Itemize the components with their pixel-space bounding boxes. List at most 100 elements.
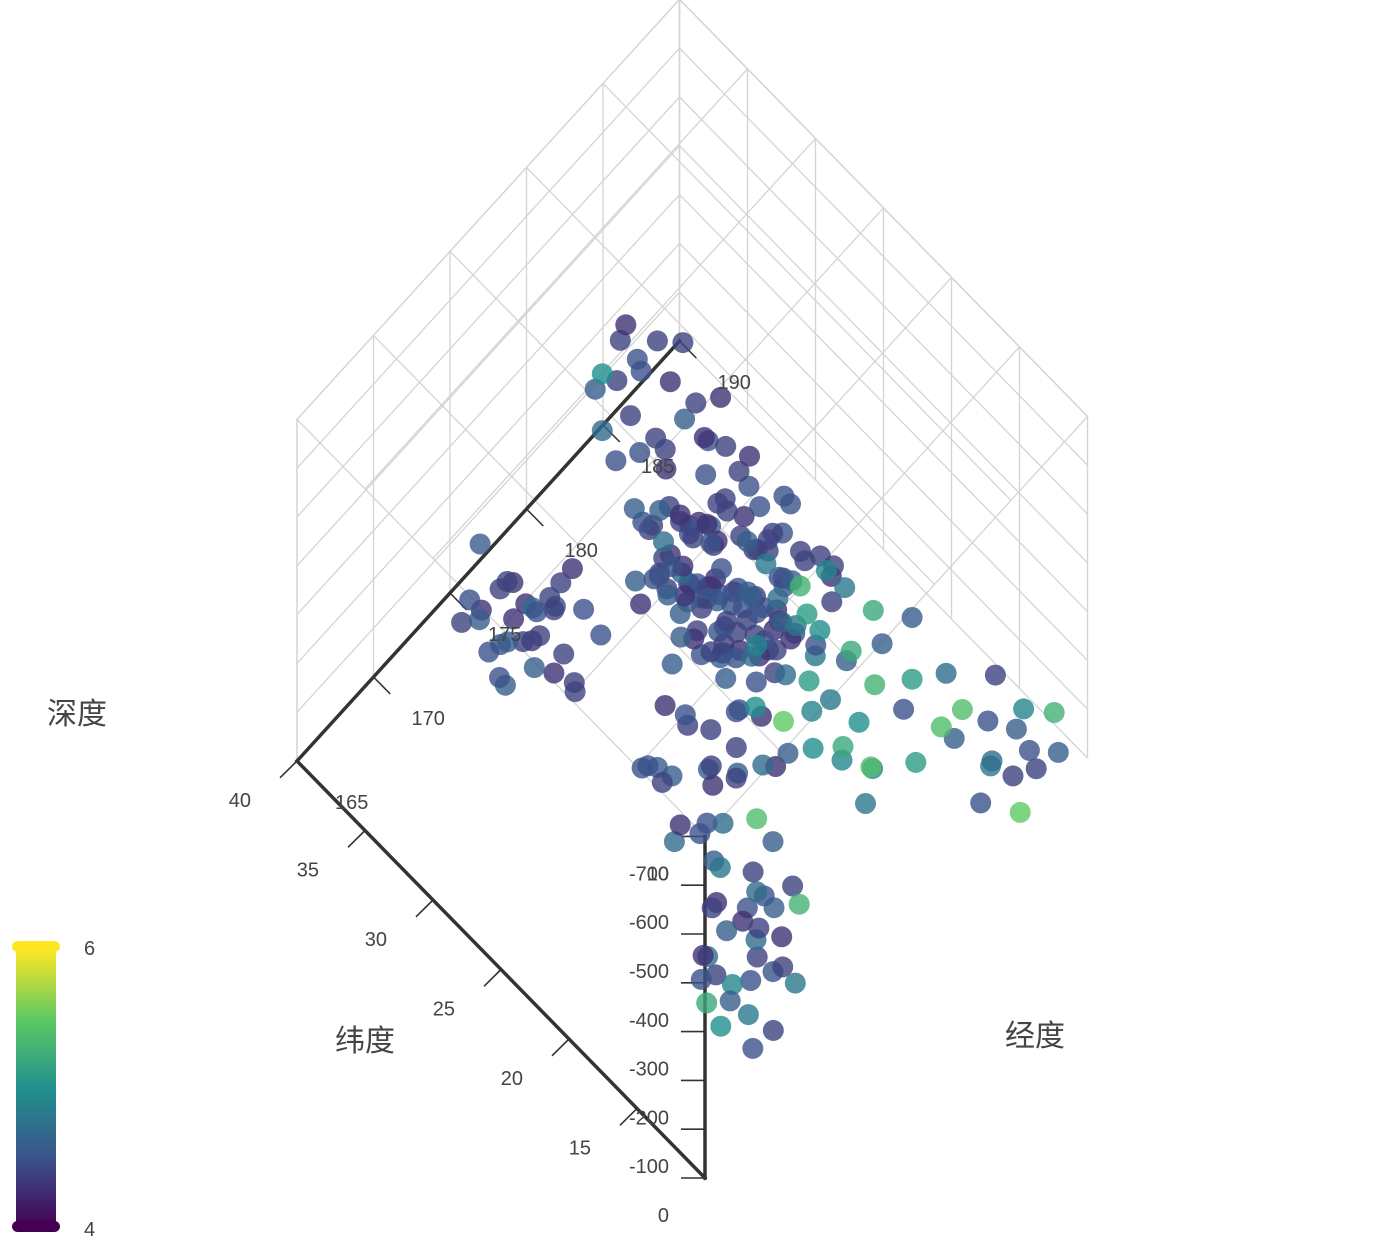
data-point[interactable]: [623, 498, 645, 520]
data-point[interactable]: [620, 405, 641, 427]
data-point[interactable]: [801, 700, 823, 722]
data-point[interactable]: [709, 857, 731, 878]
data-point[interactable]: [503, 608, 525, 630]
data-point[interactable]: [1025, 758, 1047, 780]
data-point[interactable]: [746, 946, 768, 968]
data-point[interactable]: [733, 506, 755, 527]
data-point[interactable]: [784, 972, 806, 994]
data-point[interactable]: [590, 624, 612, 646]
data-point[interactable]: [651, 771, 673, 793]
data-point[interactable]: [469, 533, 491, 555]
data-point[interactable]: [1047, 741, 1069, 763]
data-point[interactable]: [712, 812, 734, 834]
data-point[interactable]: [762, 831, 784, 853]
data-point[interactable]: [809, 619, 831, 641]
data-point[interactable]: [543, 662, 565, 684]
data-point[interactable]: [1043, 702, 1065, 723]
data-point[interactable]: [670, 626, 692, 648]
data-point[interactable]: [459, 589, 481, 611]
data-point[interactable]: [821, 591, 843, 613]
data-point[interactable]: [744, 696, 766, 718]
data-point[interactable]: [901, 607, 923, 628]
data-point[interactable]: [775, 664, 797, 686]
data-point[interactable]: [773, 485, 795, 507]
data-point[interactable]: [773, 710, 794, 732]
data-point[interactable]: [716, 920, 738, 942]
data-point[interactable]: [755, 553, 777, 575]
data-point[interactable]: [710, 1015, 732, 1037]
data-point[interactable]: [746, 634, 768, 656]
data-point[interactable]: [970, 792, 992, 814]
data-point[interactable]: [725, 767, 747, 789]
data-point[interactable]: [672, 332, 694, 354]
data-point[interactable]: [725, 647, 747, 669]
data-point[interactable]: [649, 499, 671, 521]
data-point[interactable]: [605, 450, 627, 472]
data-point[interactable]: [935, 662, 957, 684]
colorbar-min-cap[interactable]: [12, 1221, 60, 1232]
data-point[interactable]: [762, 522, 784, 544]
data-point[interactable]: [653, 531, 674, 553]
data-point[interactable]: [716, 610, 738, 632]
data-point[interactable]: [685, 392, 707, 414]
data-point[interactable]: [696, 992, 718, 1014]
data-point[interactable]: [788, 893, 810, 915]
data-point[interactable]: [659, 371, 681, 393]
data-point[interactable]: [630, 593, 652, 615]
data-point[interactable]: [550, 572, 572, 594]
data-point[interactable]: [802, 737, 824, 759]
data-point[interactable]: [901, 668, 923, 690]
data-point[interactable]: [669, 504, 691, 526]
data-point[interactable]: [701, 897, 723, 919]
data-point[interactable]: [763, 897, 785, 919]
data-point[interactable]: [561, 558, 583, 580]
data-point[interactable]: [693, 427, 715, 448]
data-point[interactable]: [1018, 739, 1040, 761]
data-point[interactable]: [707, 492, 729, 514]
data-point[interactable]: [771, 926, 793, 948]
data-point[interactable]: [629, 442, 651, 463]
data-point[interactable]: [767, 588, 789, 610]
data-point[interactable]: [700, 641, 722, 663]
data-point[interactable]: [573, 598, 595, 620]
data-point[interactable]: [1009, 801, 1031, 823]
data-point[interactable]: [745, 671, 767, 693]
data-point[interactable]: [663, 831, 685, 853]
data-point[interactable]: [591, 420, 613, 442]
data-point[interactable]: [742, 861, 764, 883]
data-point[interactable]: [468, 609, 490, 631]
data-point[interactable]: [749, 496, 771, 518]
data-point[interactable]: [715, 435, 737, 457]
data-point[interactable]: [871, 633, 893, 655]
data-point[interactable]: [740, 970, 762, 991]
data-point[interactable]: [893, 698, 915, 720]
data-point[interactable]: [736, 530, 758, 552]
data-point[interactable]: [855, 793, 876, 814]
data-point[interactable]: [719, 990, 741, 1012]
data-point[interactable]: [728, 460, 750, 482]
data-point[interactable]: [695, 464, 717, 486]
data-point[interactable]: [742, 1037, 764, 1059]
data-point[interactable]: [1005, 718, 1027, 740]
data-point[interactable]: [951, 699, 973, 720]
data-point[interactable]: [526, 601, 548, 623]
data-point[interactable]: [984, 664, 1006, 686]
data-point[interactable]: [700, 532, 722, 554]
data-point[interactable]: [661, 653, 683, 675]
data-point[interactable]: [646, 330, 668, 352]
data-point[interactable]: [674, 704, 696, 726]
data-point[interactable]: [798, 670, 820, 692]
data-point[interactable]: [715, 667, 737, 689]
data-point[interactable]: [834, 577, 856, 599]
data-point[interactable]: [497, 631, 518, 653]
data-point[interactable]: [746, 808, 768, 830]
data-point[interactable]: [710, 386, 732, 408]
data-point[interactable]: [654, 695, 676, 716]
data-point[interactable]: [862, 599, 884, 621]
data-point[interactable]: [860, 756, 882, 778]
data-point[interactable]: [721, 974, 743, 995]
data-point[interactable]: [739, 445, 760, 467]
data-point[interactable]: [696, 812, 718, 834]
data-point[interactable]: [674, 408, 696, 430]
data-point[interactable]: [981, 750, 1003, 772]
